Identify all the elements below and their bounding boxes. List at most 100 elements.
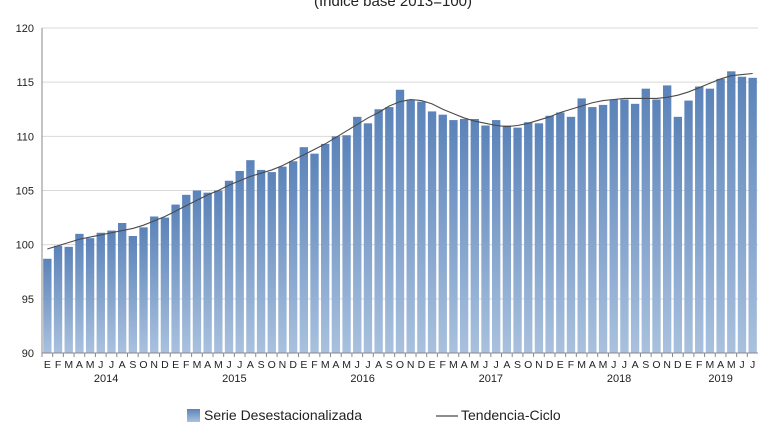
- bar: [534, 123, 544, 353]
- bar: [470, 119, 479, 353]
- y-tick-label: 115: [16, 77, 34, 89]
- bar: [427, 111, 437, 354]
- bar: [705, 88, 715, 354]
- month-label: N: [150, 359, 158, 371]
- month-label: M: [342, 359, 351, 371]
- bar: [716, 78, 725, 354]
- month-label: O: [268, 359, 276, 371]
- month-label: D: [546, 359, 554, 371]
- month-label: J: [98, 359, 103, 371]
- bars-group: [43, 71, 757, 354]
- month-label: M: [599, 359, 608, 371]
- bar: [331, 136, 341, 353]
- month-label: A: [332, 359, 339, 371]
- year-label: 2016: [350, 373, 374, 385]
- bar: [502, 125, 512, 353]
- year-label: 2014: [94, 373, 118, 385]
- month-label: M: [193, 359, 202, 371]
- bar: [459, 119, 469, 353]
- trend-line: [47, 72, 753, 250]
- month-label: F: [696, 359, 702, 371]
- month-label: D: [161, 359, 169, 371]
- month-label: J: [365, 359, 370, 371]
- bar: [524, 122, 533, 353]
- month-label: J: [611, 359, 616, 371]
- month-label: E: [172, 359, 179, 371]
- month-label: J: [622, 359, 627, 371]
- month-label: J: [494, 359, 499, 371]
- month-label: A: [461, 359, 468, 371]
- month-label: E: [557, 359, 564, 371]
- bar: [64, 246, 73, 353]
- bar: [641, 88, 650, 354]
- month-label: M: [64, 359, 73, 371]
- month-label: J: [739, 359, 744, 371]
- legend: Serie Desestacionalizada Tendencia-Ciclo: [187, 407, 561, 423]
- month-label: J: [750, 359, 755, 371]
- month-label: O: [139, 359, 147, 371]
- month-label: A: [247, 359, 254, 371]
- year-label: 2018: [607, 373, 631, 385]
- bar: [310, 153, 319, 353]
- month-label: M: [321, 359, 330, 371]
- trend-line-group: [47, 72, 753, 250]
- bar: [246, 160, 255, 353]
- month-label: D: [289, 359, 297, 371]
- month-label: O: [524, 359, 532, 371]
- month-label: J: [355, 359, 360, 371]
- month-label: E: [685, 359, 692, 371]
- month-label: J: [483, 359, 488, 371]
- month-label: E: [429, 359, 436, 371]
- bar: [288, 161, 298, 353]
- bar: [256, 169, 266, 353]
- bar: [235, 171, 244, 353]
- bar: [748, 77, 757, 353]
- bar: [117, 223, 127, 353]
- bar: [652, 99, 661, 353]
- bar: [139, 227, 148, 353]
- y-tick-label: 105: [16, 186, 34, 198]
- bar: [695, 86, 704, 353]
- year-label: 2015: [222, 373, 246, 385]
- bar: [214, 190, 223, 353]
- bar: [53, 245, 63, 353]
- bar: [192, 190, 202, 353]
- bar: [363, 123, 373, 353]
- month-label: E: [44, 359, 51, 371]
- month-label: M: [449, 359, 458, 371]
- bar: [566, 116, 576, 353]
- month-label: M: [577, 359, 586, 371]
- legend-bar-label: Serie Desestacionalizada: [204, 407, 362, 423]
- month-label: D: [418, 359, 426, 371]
- month-label: A: [717, 359, 724, 371]
- month-label: M: [706, 359, 715, 371]
- bar: [171, 204, 180, 353]
- bar: [684, 100, 693, 353]
- bar: [662, 85, 672, 354]
- month-label: S: [514, 359, 521, 371]
- bar: [609, 99, 618, 353]
- bar: [182, 194, 191, 353]
- chart-subtitle: (Índice base 2013=100): [314, 0, 472, 10]
- bar: [492, 120, 501, 353]
- month-label: J: [237, 359, 242, 371]
- month-label: F: [311, 359, 317, 371]
- bar: [278, 166, 287, 353]
- y-tick-label: 95: [22, 294, 34, 306]
- month-label: E: [300, 359, 307, 371]
- month-label: O: [652, 359, 660, 371]
- bar: [96, 232, 105, 353]
- bar: [128, 236, 138, 353]
- month-label: S: [258, 359, 265, 371]
- bar: [395, 89, 405, 353]
- bar: [107, 230, 116, 353]
- month-label: A: [76, 359, 83, 371]
- bar: [353, 116, 362, 353]
- month-label: N: [407, 359, 415, 371]
- bar: [588, 107, 597, 353]
- month-label: M: [86, 359, 95, 371]
- month-label: A: [375, 359, 382, 371]
